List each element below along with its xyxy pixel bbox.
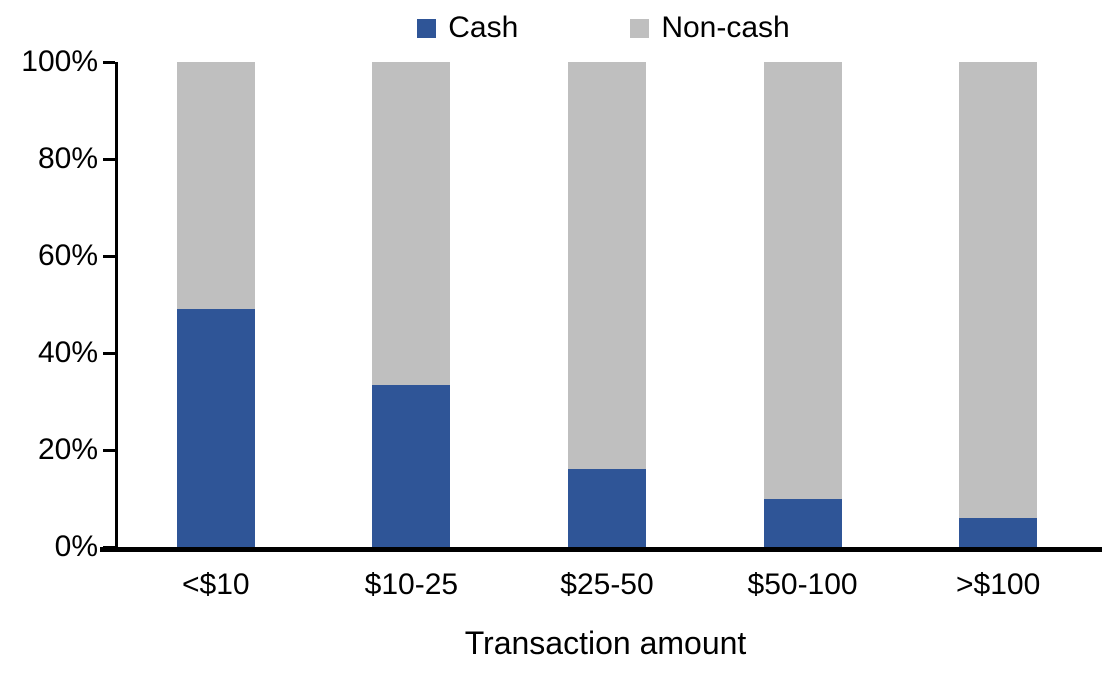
y-tick-0 <box>103 545 115 549</box>
bars-container <box>118 62 1096 547</box>
bar-segment-non-cash-50-100 <box>763 62 842 499</box>
y-tick-label-0: 0% <box>54 530 98 563</box>
bar-segment-non-cash-100 <box>959 62 1038 518</box>
bar-segment-cash-50-100 <box>763 498 842 547</box>
bar-slot-10 <box>118 62 314 547</box>
x-axis-labels: <$10 $10-25 $25-50 $50-100 >$100 <box>118 570 1096 600</box>
y-tick-label-40: 40% <box>37 336 98 369</box>
y-tick-label-100: 100% <box>21 45 98 78</box>
stacked-bar-10 <box>176 62 255 547</box>
bar-segment-cash-25-50 <box>567 469 646 547</box>
y-tick-label-60: 60% <box>37 239 98 272</box>
y-tick-40 <box>103 351 115 355</box>
bar-slot-50-100 <box>705 62 901 547</box>
y-tick-80 <box>103 157 115 161</box>
bar-segment-non-cash-10-25 <box>372 62 451 385</box>
y-tick-label-20: 20% <box>37 433 98 466</box>
x-label-10-25: $10-25 <box>364 568 459 601</box>
legend-swatch-cash <box>417 18 437 38</box>
stacked-bar-100 <box>959 62 1038 547</box>
legend-swatch-non-cash <box>630 18 650 38</box>
bar-slot-10-25 <box>314 62 510 547</box>
stacked-bar-25-50 <box>567 62 646 547</box>
x-label-25-50: $25-50 <box>560 568 654 601</box>
y-tick-60 <box>103 254 115 258</box>
x-axis-title: Transaction amount <box>464 625 747 661</box>
legend-item-non-cash: Non-cash <box>630 11 790 44</box>
plot-area: 0% 20% 40% 60% 80% 100% <$10 $10-25 $25-50 $50-1… <box>21 47 1102 600</box>
bar-segment-non-cash-25-50 <box>567 62 646 470</box>
y-tick-label-80: 80% <box>37 142 98 175</box>
bar-slot-25-50 <box>509 62 705 547</box>
bar-segment-cash-10 <box>176 309 255 547</box>
y-axis-line <box>115 62 118 547</box>
legend-label-cash: Cash <box>448 11 519 44</box>
legend-item-cash: Cash <box>417 12 518 44</box>
x-axis-line <box>100 547 1102 552</box>
stacked-bar-50-100 <box>763 62 842 547</box>
bar-segment-cash-100 <box>959 517 1038 547</box>
bar-slot-100 <box>900 62 1096 547</box>
x-label-50-100: $50-100 <box>747 568 858 601</box>
legend-label-non-cash: Non-cash <box>661 11 790 44</box>
chart-legend: Cash Non-cash <box>115 12 1092 44</box>
stacked-bar-10-25 <box>372 62 451 547</box>
y-tick-100 <box>103 60 115 64</box>
bar-segment-non-cash-10 <box>176 62 255 310</box>
x-label-10: <$10 <box>182 568 250 601</box>
bar-segment-cash-10-25 <box>372 384 451 547</box>
x-label-100: >$100 <box>956 568 1041 601</box>
y-tick-20 <box>103 448 115 452</box>
